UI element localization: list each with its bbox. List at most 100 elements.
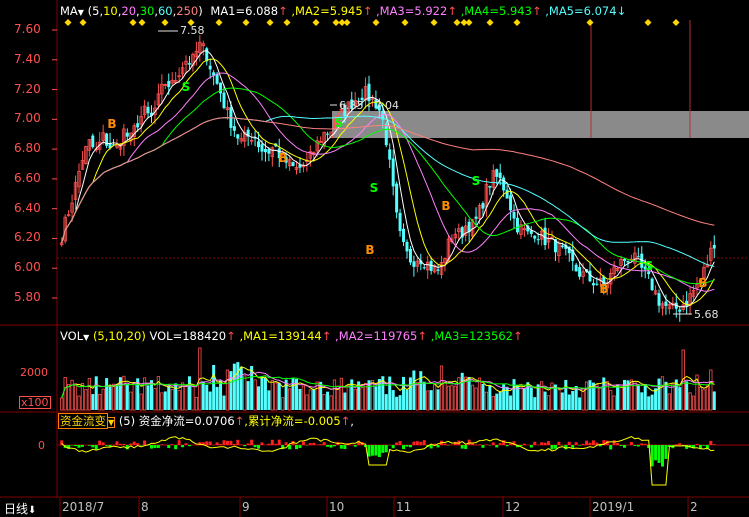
fundflow-bar: [367, 445, 371, 457]
buy-signal: B: [599, 282, 608, 296]
volume-bar: [502, 384, 506, 410]
fundflow-bar: [108, 445, 112, 447]
fundflow-bar: [246, 443, 250, 445]
volume-bar: [681, 349, 685, 411]
fundflow-bar: [181, 445, 185, 448]
volume-bar: [363, 383, 368, 411]
param-ma250: 250: [176, 4, 199, 18]
fundflow-bar: [415, 441, 419, 445]
candle-body: [564, 244, 568, 249]
signal-diamond: [513, 19, 521, 26]
fundflow-indicator-name[interactable]: 资金流变: [58, 413, 108, 429]
fundflow-cum-arrow-icon: ↑: [340, 414, 351, 428]
candle-body: [667, 303, 672, 310]
vol-ma2: MA2=119765: [338, 329, 418, 343]
volume-bar: [73, 383, 78, 411]
fundflow-bar: [619, 445, 623, 447]
volume-bar: [129, 391, 133, 411]
volume-bar: [115, 383, 119, 410]
ma3-arrow-icon: ↑: [447, 4, 457, 18]
volume-bar: [626, 380, 630, 410]
fundflow-line: [61, 436, 715, 486]
fundflow-bar: [125, 445, 129, 450]
volume-bar: [457, 377, 461, 411]
ma1-arrow-icon: ↑: [278, 4, 288, 18]
fundflow-bar: [533, 441, 537, 445]
volume-bar: [277, 382, 281, 410]
volume-bar: [253, 379, 257, 411]
signal-diamond: [372, 19, 380, 26]
vol-ma2-line: [61, 371, 715, 399]
volume-bar: [295, 379, 299, 410]
volume-bar: [257, 386, 261, 410]
candle-body: [633, 252, 637, 264]
volume-bar: [439, 365, 444, 411]
fundflow-bar: [384, 445, 388, 453]
fundflow-bar: [326, 445, 330, 447]
fundflow-bar: [588, 442, 592, 445]
price-axis-tick: 7.60: [14, 22, 41, 36]
candle-body: [284, 157, 288, 163]
candle-body: [66, 214, 71, 217]
price-axis-tick: 7.40: [14, 51, 41, 66]
volume-bar: [564, 380, 568, 410]
fundflow-bar: [464, 445, 468, 449]
fundflow-bar: [712, 444, 716, 445]
volume-bar: [495, 393, 499, 410]
candle-body: [350, 99, 354, 110]
candle-body: [215, 73, 219, 84]
signal-diamond: [672, 19, 680, 26]
volume-bar: [609, 390, 613, 411]
fundflow-bar: [519, 445, 523, 447]
candle-body: [173, 79, 178, 84]
volume-bar: [422, 381, 426, 410]
fundflow-bar: [567, 441, 571, 445]
volume-bar: [560, 392, 564, 410]
fundflow-bar: [184, 443, 188, 445]
signal-diamond: [215, 19, 223, 26]
signal-diamond: [161, 19, 169, 26]
ma4-value: MA4=5.943: [464, 4, 532, 18]
candle-body: [205, 48, 209, 62]
candle-body: [519, 224, 523, 236]
volume-bar: [219, 380, 223, 410]
candle-body: [132, 125, 136, 137]
fundflow-bar: [187, 445, 191, 447]
fundflow-bar: [623, 445, 627, 448]
candle-body: [529, 230, 533, 234]
fundflow-bar: [481, 445, 485, 448]
indicator-dropdown-icon[interactable]: ▼: [77, 8, 84, 17]
fundflow-bar: [443, 443, 447, 445]
volume-bar: [446, 385, 451, 411]
period-selector[interactable]: 日线⬇: [4, 500, 36, 517]
fundflow-bar: [257, 445, 261, 449]
volume-bar: [329, 395, 333, 411]
fundflow-sep: ,: [244, 414, 248, 428]
volume-bar: [536, 384, 540, 410]
fundflow-bar: [512, 441, 516, 445]
indicator-name[interactable]: MA: [60, 4, 78, 18]
volume-bar: [142, 377, 147, 411]
volume-bar: [339, 377, 343, 411]
fundflow-bar: [402, 445, 406, 450]
buy-signal: B: [698, 276, 707, 290]
vol-dropdown-icon[interactable]: ▼: [83, 333, 90, 342]
candle-body: [336, 115, 340, 125]
fundflow-bar: [557, 441, 561, 445]
vol-axis-unit: x100: [19, 396, 51, 409]
volume-bar: [426, 390, 430, 411]
volume-bar: [184, 384, 188, 411]
volume-bar: [571, 390, 575, 410]
volume-bar: [153, 387, 157, 411]
volume-bar: [443, 381, 447, 411]
fundflow-bar: [578, 445, 582, 446]
candle-body: [163, 83, 168, 86]
fundflow-dropdown-icon[interactable]: ▼: [108, 417, 116, 428]
fundflow-bar: [467, 439, 471, 445]
volume-bar: [553, 384, 557, 410]
vol-indicator-name[interactable]: VOL: [60, 329, 84, 343]
fundflow-bar: [339, 445, 343, 449]
signal-diamond: [338, 19, 346, 26]
volume-bar: [415, 381, 419, 411]
